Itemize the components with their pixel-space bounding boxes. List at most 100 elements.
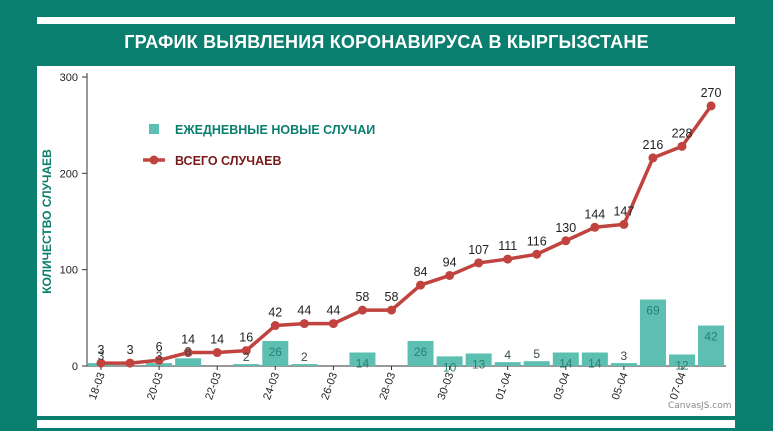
line-data-label: 58 (355, 290, 369, 304)
line-data-label: 94 (443, 255, 457, 269)
daily-bar (349, 352, 376, 366)
legend-bar-label: ЕЖЕДНЕВНЫЕ НОВЫЕ СЛУЧАИ (175, 123, 375, 137)
line-data-label: 58 (385, 290, 399, 304)
x-tick-label: 28-03 (377, 371, 398, 402)
line-data-label: 116 (527, 234, 547, 248)
bar-data-label: 2 (301, 350, 308, 364)
x-tick-label: 18-03 (87, 371, 108, 402)
bar-data-label: 26 (269, 345, 283, 359)
total-cases-line (101, 104, 713, 365)
total-cases-point (154, 355, 164, 365)
line-data-label: 3 (127, 343, 134, 357)
total-cases-point (706, 101, 716, 111)
bar-data-label: 12 (675, 358, 689, 372)
total-cases-point (677, 141, 687, 151)
x-tick-label: 07-04 (668, 371, 689, 402)
total-cases-point (532, 249, 542, 259)
x-tick-label: 22-03 (203, 371, 224, 402)
daily-bar (610, 363, 637, 366)
bar-data-label: 42 (704, 330, 718, 344)
total-cases-point (125, 358, 135, 368)
line-data-label: 130 (555, 221, 576, 235)
line-data-label: 3 (98, 343, 105, 357)
total-cases-point (328, 319, 338, 329)
bar-data-label: 10 (443, 360, 457, 374)
y-axis-title: КОЛИЧЕСТВО СЛУЧАЕВ (40, 149, 54, 294)
x-tick-label: 03-04 (552, 371, 573, 402)
daily-bar (465, 353, 492, 366)
daily-bar (639, 299, 666, 366)
daily-bar (523, 361, 550, 366)
total-cases-point (96, 358, 106, 368)
line-data-label: 84 (414, 265, 428, 279)
total-cases-point (212, 348, 222, 358)
line-data-label: 14 (181, 333, 195, 347)
bar-data-label: 26 (414, 345, 428, 359)
total-cases-point (241, 346, 251, 356)
daily-bar (669, 354, 695, 366)
line-data-label: 44 (297, 304, 311, 318)
canvasjs-credit: CanvasJS.com (668, 401, 732, 411)
total-cases-point (299, 319, 309, 329)
total-cases-point (416, 280, 426, 290)
total-cases-point (183, 348, 193, 358)
chart-title: ГРАФИК ВЫЯВЛЕНИЯ КОРОНАВИРУСА В КЫРГЫЗСТ… (124, 32, 649, 52)
legend-bar-swatch (149, 124, 159, 134)
line-data-label: 270 (701, 86, 722, 100)
bar-data-label: 3 (621, 349, 628, 363)
total-cases-point (270, 321, 280, 331)
line-data-label: 144 (584, 207, 605, 221)
total-cases-point (503, 254, 513, 264)
total-cases-point (387, 305, 396, 315)
bar-data-label: 2 (243, 350, 250, 364)
legend-line-marker (149, 155, 159, 165)
top-decor-strip (37, 17, 735, 24)
total-cases-point (619, 219, 629, 229)
y-tick-label: 200 (60, 168, 78, 180)
daily-bar (233, 364, 260, 366)
line-data-label: 14 (210, 333, 224, 347)
bar-data-label: 3 (156, 349, 163, 363)
x-tick-label: 30-03 (436, 371, 457, 402)
line-data-label: 147 (613, 204, 634, 218)
bottom-decor-strip (37, 420, 735, 428)
total-cases-point (648, 153, 658, 163)
daily-bar (552, 352, 579, 366)
x-tick-label: 01-04 (494, 371, 515, 402)
daily-bar (698, 325, 725, 366)
y-tick-label: 100 (60, 265, 78, 277)
daily-bar (494, 362, 521, 366)
y-tick-label: 300 (60, 72, 78, 84)
line-data-label: 107 (468, 243, 489, 257)
bar-data-label: 14 (588, 357, 602, 371)
bar-data-label: 4 (504, 348, 511, 362)
daily-bar (407, 340, 434, 366)
bar-data-label: 13 (472, 357, 486, 371)
daily-bar (436, 356, 463, 366)
x-tick-label: 24-03 (261, 371, 282, 402)
line-data-label: 216 (643, 138, 664, 152)
total-cases-point (474, 258, 484, 268)
line-data-label: 16 (239, 331, 253, 345)
total-cases-point (357, 305, 367, 315)
bar-data-label: 14 (356, 357, 370, 371)
bar-data-label: 14 (559, 357, 573, 371)
total-cases-point (590, 222, 600, 232)
bar-data-label: 69 (646, 304, 660, 318)
line-data-label: 6 (156, 340, 163, 354)
daily-bar (581, 352, 608, 366)
total-cases-point (445, 270, 455, 280)
y-tick-label: 0 (72, 361, 78, 373)
x-tick-label: 05-04 (610, 371, 631, 402)
daily-bar (262, 340, 289, 366)
line-data-label: 42 (268, 306, 282, 320)
bar-data-label: 8 (185, 344, 192, 358)
daily-bar (291, 364, 318, 366)
line-data-label: 111 (498, 239, 517, 253)
line-data-label: 228 (672, 126, 693, 140)
legend-line-label: ВСЕГО СЛУЧАЕВ (175, 154, 281, 168)
daily-bar (175, 358, 202, 366)
line-data-label: 44 (326, 304, 340, 318)
